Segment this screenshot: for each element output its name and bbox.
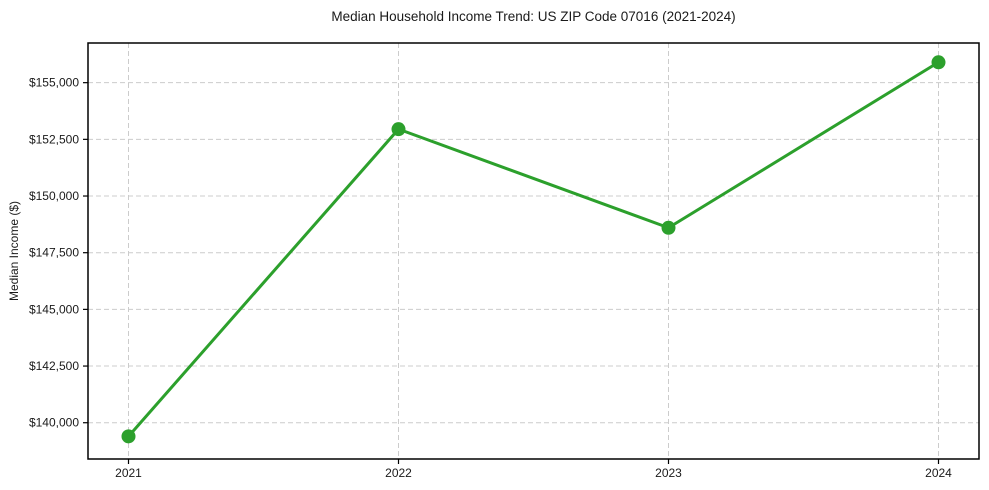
y-tick-label: $147,500 <box>29 246 79 260</box>
chart-title: Median Household Income Trend: US ZIP Co… <box>331 9 736 24</box>
income-trend-line <box>127 60 940 438</box>
x-tick-label: 2022 <box>385 466 412 480</box>
y-tick-label: $150,000 <box>29 189 79 203</box>
data-point-marker <box>391 122 406 137</box>
y-tick-label: $152,500 <box>29 132 79 146</box>
data-point-marker <box>121 429 136 444</box>
y-tick-label: $155,000 <box>29 76 79 90</box>
y-tick-label: $145,000 <box>29 302 79 316</box>
x-tick-label: 2024 <box>925 466 952 480</box>
x-tick-label: 2021 <box>115 466 142 480</box>
x-tick-label: 2023 <box>655 466 682 480</box>
data-point-marker <box>931 55 946 70</box>
data-point-marker <box>661 220 676 235</box>
y-tick-label: $140,000 <box>29 416 79 430</box>
plot-frame <box>87 42 980 460</box>
y-tick-label: $142,500 <box>29 359 79 373</box>
